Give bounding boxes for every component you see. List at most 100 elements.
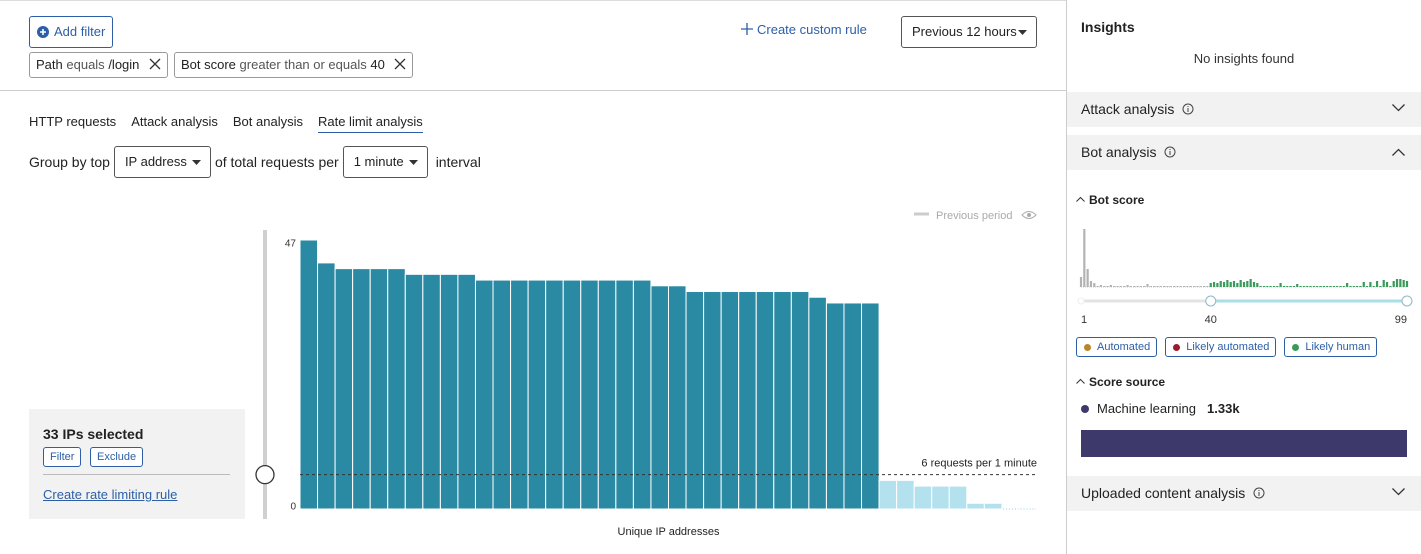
- histogram-bar: [1189, 286, 1192, 287]
- legend-chip[interactable]: Likely automated: [1165, 337, 1277, 357]
- group-by-text: interval: [435, 154, 481, 170]
- histogram-bar: [1259, 286, 1262, 287]
- add-filter-button[interactable]: Add filter: [29, 16, 113, 48]
- plus-icon: [741, 23, 753, 35]
- histogram-bar: [1159, 286, 1162, 287]
- slider-knob: [1401, 295, 1413, 307]
- time-range-label: Previous 12 hours: [912, 24, 1017, 39]
- threshold-label: 6 requests per 1 minute: [921, 458, 1037, 470]
- subsection-header[interactable]: Bot score: [1076, 193, 1144, 207]
- section-header[interactable]: Attack analysis: [1067, 92, 1421, 127]
- histogram-bar: [1329, 286, 1332, 287]
- histogram-bar: [1352, 286, 1355, 287]
- histogram-bar: [1226, 280, 1229, 287]
- histogram-bar: [1196, 286, 1199, 287]
- info-icon: [1164, 146, 1176, 158]
- bar: [878, 479, 898, 510]
- section-title: Bot analysis: [1081, 144, 1157, 160]
- filter-value: /login: [108, 57, 140, 72]
- histogram-bar: [1322, 286, 1325, 287]
- filter-field: Bot score: [181, 57, 236, 72]
- chevron-down: [1392, 104, 1405, 112]
- interval-select[interactable]: 1 minute: [342, 146, 428, 178]
- histogram-bar: [1209, 283, 1212, 287]
- histogram-bar: [1206, 286, 1209, 287]
- histogram-bar: [1349, 286, 1352, 287]
- x-tick-label: 1: [1081, 314, 1087, 326]
- histogram-bar: [1342, 286, 1345, 287]
- histogram-bar: [1372, 286, 1375, 287]
- histogram-bar: [1193, 286, 1196, 287]
- histogram-bar: [1169, 286, 1172, 287]
- section-header[interactable]: Bot analysis: [1067, 135, 1421, 170]
- time-range-select[interactable]: Previous 12 hours: [901, 16, 1037, 48]
- bar: [738, 291, 757, 510]
- histogram-bar: [1269, 286, 1272, 287]
- bar: [808, 296, 827, 510]
- section-title: Uploaded content analysis: [1081, 485, 1246, 501]
- histogram-bar: [1176, 286, 1179, 287]
- x-axis-label: Unique IP addresses: [618, 526, 720, 538]
- subsection-title: Score source: [1089, 375, 1166, 389]
- histogram-bar: [1362, 282, 1365, 287]
- bar: [966, 502, 985, 510]
- histogram-bar: [1379, 286, 1382, 287]
- field-select[interactable]: IP address: [113, 146, 211, 178]
- histogram-bar: [1202, 286, 1206, 287]
- remove-icon[interactable]: [394, 58, 406, 70]
- histogram-bar: [1389, 286, 1392, 287]
- caret: [408, 160, 418, 165]
- filter-chip[interactable]: Bot score greater than or equals 40: [174, 52, 414, 78]
- histogram-bar: [1339, 286, 1342, 287]
- selection-title: 33 IPs selected: [43, 426, 144, 442]
- tab[interactable]: Bot analysis: [232, 114, 303, 129]
- rate-limit-link[interactable]: Create rate limiting rule: [43, 487, 178, 502]
- insights-title: Insights: [1081, 19, 1135, 35]
- histogram-bar: [1375, 281, 1379, 287]
- histogram-bar: [1096, 286, 1099, 287]
- legend-chip[interactable]: Likely human: [1284, 337, 1378, 357]
- tab[interactable]: Rate limit analysis: [317, 114, 423, 133]
- legend-dot: [1173, 344, 1181, 351]
- separator: [43, 474, 230, 475]
- bar: [404, 273, 424, 510]
- exclude-button[interactable]: Exclude: [90, 447, 144, 467]
- histogram-bar: [1405, 281, 1409, 287]
- bar: [387, 268, 406, 510]
- histogram-bar: [1143, 286, 1146, 287]
- x-tick-label: 99: [1395, 314, 1407, 326]
- histogram-bar: [1309, 286, 1312, 287]
- tab[interactable]: Attack analysis: [131, 114, 218, 129]
- add-filter-label: Add filter: [54, 24, 106, 39]
- histogram-bar: [1103, 286, 1106, 287]
- bar: [755, 291, 775, 510]
- filter-field: Path: [36, 57, 63, 72]
- plus-icon: [37, 26, 49, 38]
- bar: [527, 279, 547, 510]
- histogram-bar: [1252, 282, 1256, 287]
- histogram-bar: [1299, 286, 1302, 287]
- chevron-up: [1076, 378, 1085, 384]
- legend-dot: [1084, 344, 1091, 351]
- histogram-bar: [1149, 286, 1152, 287]
- filter-chip[interactable]: Path equals /login: [29, 52, 169, 78]
- bar: [334, 268, 354, 510]
- field-label: IP address: [124, 154, 187, 169]
- filter-button[interactable]: Filter: [43, 447, 82, 467]
- legend-chip[interactable]: Automated: [1076, 337, 1158, 357]
- bar: [650, 285, 670, 510]
- tab[interactable]: HTTP requests: [29, 114, 117, 129]
- tab-bar: HTTP requests Attack analysis Bot analysis…: [29, 114, 438, 133]
- histogram-bar: [1326, 286, 1329, 287]
- legend-dot: [1292, 344, 1300, 351]
- remove-icon[interactable]: [149, 58, 161, 70]
- section-header[interactable]: Uploaded content analysis: [1067, 476, 1421, 511]
- create-rule-link[interactable]: Create custom rule: [741, 22, 867, 37]
- caret: [1018, 30, 1027, 35]
- histogram-bar: [1222, 282, 1226, 287]
- histogram-bar: [1392, 281, 1395, 287]
- bar: [615, 279, 634, 510]
- histogram-bar: [1336, 286, 1339, 287]
- slider-knob: [255, 465, 275, 485]
- subsection-header[interactable]: Score source: [1076, 375, 1165, 389]
